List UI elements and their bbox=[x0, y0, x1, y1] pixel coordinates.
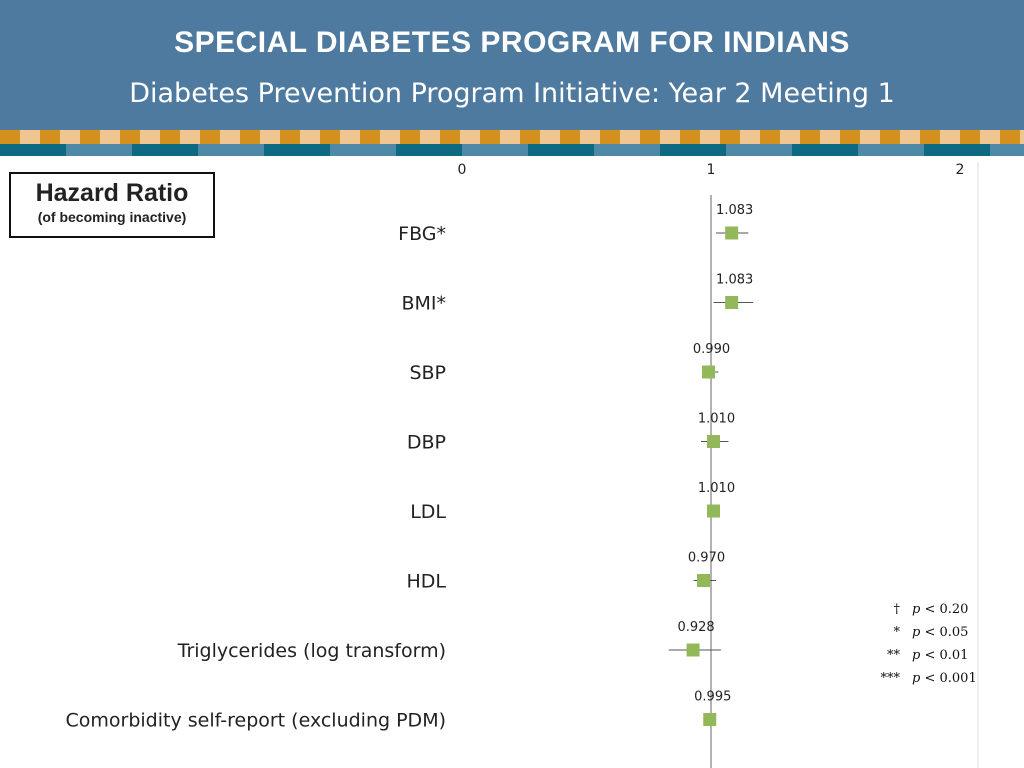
significance-row: * p < 0.05 bbox=[860, 621, 990, 644]
page-title: SPECIAL DIABETES PROGRAM FOR INDIANS bbox=[174, 26, 850, 59]
significance-key: † p < 0.20 * p < 0.05 ** p < 0.01 *** p < 0.… bbox=[860, 598, 990, 690]
x-tick-label: 1 bbox=[707, 162, 716, 178]
significance-symbol: † bbox=[893, 602, 901, 617]
significance-symbol: ** bbox=[887, 648, 900, 663]
p-label: p bbox=[912, 648, 921, 663]
significance-row: ** p < 0.01 bbox=[860, 644, 990, 667]
point-marker bbox=[725, 226, 739, 240]
p-label: p bbox=[912, 671, 921, 686]
decorative-band-top bbox=[0, 130, 1024, 144]
value-label: 1.083 bbox=[716, 273, 753, 288]
hazard-ratio-heading: Hazard Ratio bbox=[35, 179, 189, 207]
point-marker bbox=[702, 365, 716, 379]
p-label: p bbox=[912, 602, 921, 617]
category-label: Triglycerides (log transform) bbox=[177, 640, 446, 662]
page-subtitle: Diabetes Prevention Program Initiative: … bbox=[129, 78, 895, 109]
p-label: p bbox=[912, 625, 921, 640]
significance-row: † p < 0.20 bbox=[860, 598, 990, 621]
significance-row: *** p < 0.001 bbox=[860, 667, 990, 690]
point-marker bbox=[686, 643, 700, 657]
p-threshold: < 0.05 bbox=[924, 625, 969, 640]
hazard-ratio-label-box: Hazard Ratio (of becoming inactive) bbox=[9, 172, 215, 238]
category-label: LDL bbox=[410, 501, 446, 523]
category-label: BMI* bbox=[401, 293, 446, 315]
category-label: Comorbidity self-report (excluding PDM) bbox=[65, 710, 446, 732]
x-tick-label: 0 bbox=[458, 162, 467, 178]
hazard-ratio-subheading: (of becoming inactive) bbox=[37, 209, 187, 225]
category-label: HDL bbox=[406, 571, 446, 593]
header-banner: SPECIAL DIABETES PROGRAM FOR INDIANS Dia… bbox=[0, 0, 1024, 130]
value-label: 0.970 bbox=[688, 551, 725, 566]
category-label: FBG* bbox=[398, 223, 446, 245]
point-marker bbox=[703, 713, 717, 726]
point-marker bbox=[706, 504, 720, 518]
p-threshold: < 0.20 bbox=[924, 602, 969, 617]
point-marker bbox=[706, 435, 720, 448]
value-label: 1.010 bbox=[698, 412, 735, 427]
point-marker bbox=[725, 296, 739, 309]
x-tick-label: 2 bbox=[956, 162, 965, 178]
significance-symbol: * bbox=[893, 625, 901, 640]
p-threshold: < 0.01 bbox=[924, 648, 969, 663]
p-threshold: < 0.001 bbox=[924, 671, 977, 686]
category-label: SBP bbox=[409, 362, 446, 384]
value-label: 0.990 bbox=[693, 342, 730, 357]
value-label: 0.995 bbox=[694, 690, 731, 705]
value-label: 1.083 bbox=[716, 203, 753, 218]
significance-symbol: *** bbox=[880, 671, 901, 686]
point-marker bbox=[697, 574, 711, 587]
category-label: DBP bbox=[407, 432, 446, 454]
value-label: 1.010 bbox=[698, 481, 735, 496]
decorative-band-bottom bbox=[0, 144, 1024, 156]
value-label: 0.928 bbox=[677, 620, 714, 635]
